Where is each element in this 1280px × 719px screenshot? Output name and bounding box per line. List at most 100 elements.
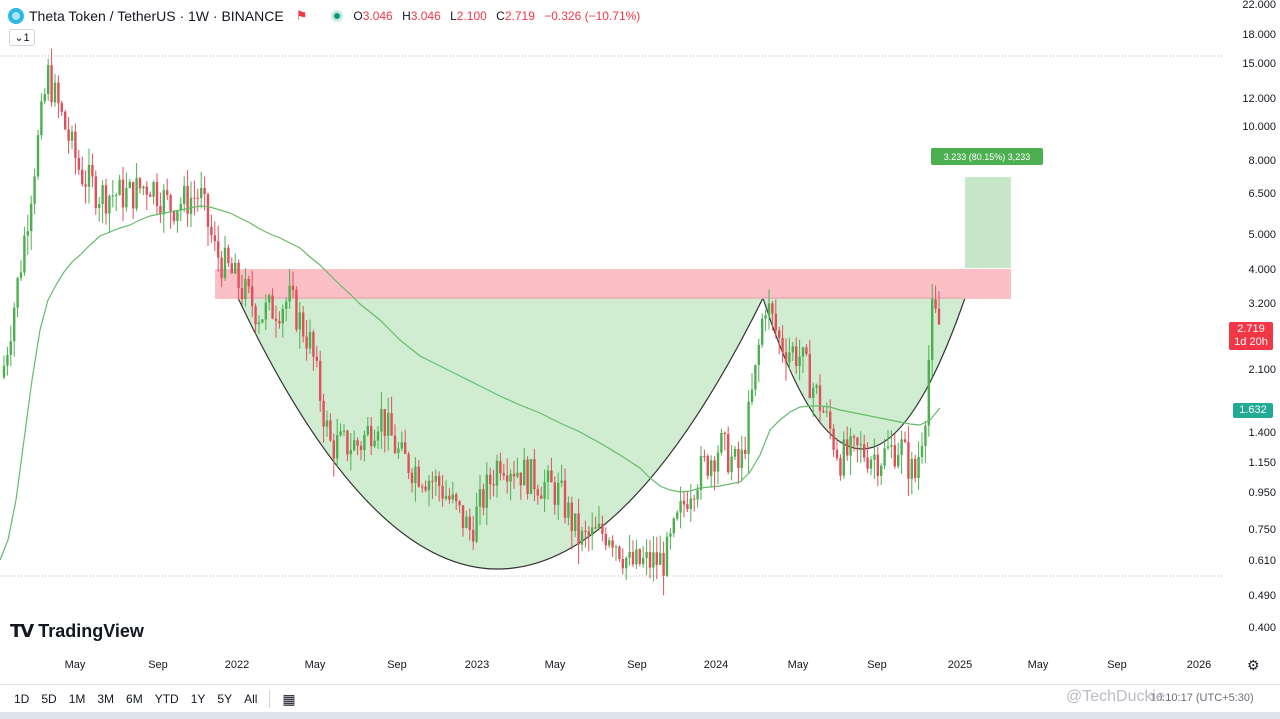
candle-body <box>580 530 584 545</box>
gear-icon[interactable]: ⚙ <box>1247 657 1260 673</box>
candle-body <box>244 278 247 300</box>
candle-body <box>264 302 267 320</box>
candle-body <box>798 356 801 366</box>
candle-body <box>36 135 40 177</box>
candle-body <box>812 387 815 398</box>
candle-body <box>84 184 87 187</box>
candle-body <box>176 210 179 222</box>
candle-body <box>159 206 162 215</box>
candle-body <box>274 318 278 321</box>
candle-body <box>353 440 356 451</box>
candle-body <box>713 460 716 472</box>
candle-body <box>407 453 410 473</box>
candle-body <box>169 195 172 212</box>
watermark: @TechDuckie <box>1066 688 1165 705</box>
candle-body <box>64 111 67 130</box>
candle-body <box>642 557 645 565</box>
candle-body <box>424 486 427 491</box>
candle-body <box>33 176 36 204</box>
price-label: 2.100 <box>1248 364 1276 376</box>
calendar-icon[interactable]: ▦ <box>282 690 296 707</box>
range-6m-button[interactable]: 6M <box>126 692 143 706</box>
candle-body <box>417 466 420 487</box>
candle-body <box>903 439 907 443</box>
candle-body <box>567 502 570 518</box>
range-3m-button[interactable]: 3M <box>97 692 115 706</box>
candle-body <box>482 489 485 508</box>
range-1d-button[interactable]: 1D <box>14 692 30 706</box>
candle-body <box>880 465 883 476</box>
candle-body <box>227 247 230 264</box>
candle-body <box>142 186 145 189</box>
range-all-button[interactable]: All <box>244 692 258 706</box>
candle-body <box>220 257 223 279</box>
candle-body <box>716 452 720 472</box>
candle-body <box>563 480 567 518</box>
candle-body <box>767 303 771 316</box>
range-5y-button[interactable]: 5Y <box>217 692 233 706</box>
time-label: Sep <box>148 659 168 671</box>
candle-body <box>931 299 934 360</box>
high-value: 3.046 <box>410 9 441 23</box>
candle-body <box>509 473 512 482</box>
candle-body <box>13 307 16 342</box>
candle-body <box>635 549 638 565</box>
candle-body <box>842 439 845 476</box>
time-label: 2023 <box>464 659 490 671</box>
candle-body <box>764 315 767 319</box>
candle-body <box>876 454 879 476</box>
range-ytd-button[interactable]: YTD <box>154 692 179 706</box>
candle-body <box>747 401 750 455</box>
brand-name: TradingView <box>38 621 144 641</box>
candle-body <box>584 530 587 532</box>
candle-body <box>111 195 114 197</box>
candle-body <box>70 131 74 141</box>
candle-body <box>740 449 743 469</box>
range-5d-button[interactable]: 5D <box>41 692 57 706</box>
candle-body <box>346 430 349 455</box>
candle-body <box>897 454 900 467</box>
candle-body <box>356 440 359 446</box>
candle-body <box>754 365 757 390</box>
utc-clock[interactable]: 10:10:17 (UTC+5:30) <box>1150 692 1254 704</box>
handle-pattern <box>762 297 966 450</box>
candle-body <box>50 65 53 103</box>
range-1y-button[interactable]: 1Y <box>190 692 206 706</box>
symbol-title[interactable]: Theta Token / TetherUS · 1W · BINANCE <box>29 8 284 24</box>
collapse-toggle[interactable]: ⌄ 1 <box>9 29 35 46</box>
flag-icon[interactable]: ⚑ <box>295 8 308 23</box>
candle-body <box>472 529 475 542</box>
candle-body <box>808 353 811 398</box>
open-value: 3.046 <box>362 9 393 23</box>
candle-body <box>162 190 165 215</box>
tradingview-logo[interactable]: 𝗧𝗩 TradingView <box>10 621 144 642</box>
candle-body <box>91 165 94 177</box>
price-label: 12.000 <box>1242 93 1276 105</box>
toolbar-divider <box>269 690 271 708</box>
candle-body <box>98 203 101 209</box>
candle-body <box>132 181 135 209</box>
candle-body <box>390 413 393 436</box>
measure-label[interactable]: 3.233 (80.15%) 3,233 <box>931 148 1043 165</box>
candle-body <box>268 295 271 303</box>
candle-body <box>485 474 488 508</box>
price-label: 10.000 <box>1242 121 1276 133</box>
candle-body <box>451 494 454 500</box>
close-key: C <box>496 9 505 23</box>
candle-body <box>669 533 672 537</box>
candle-body <box>679 500 682 513</box>
price-label: 0.950 <box>1248 487 1276 499</box>
candle-body <box>30 203 33 232</box>
time-label: May <box>304 659 326 671</box>
candle-body <box>723 432 726 434</box>
candle-body <box>217 241 220 258</box>
tradingview-logo-icon: 𝗧𝗩 <box>10 621 34 641</box>
candle-body <box>682 500 686 505</box>
price-label: 15.000 <box>1242 58 1276 70</box>
range-1m-button[interactable]: 1M <box>68 692 86 706</box>
candle-body <box>846 439 849 456</box>
candle-body <box>601 523 604 534</box>
candle-body <box>101 185 104 204</box>
candle-body <box>315 356 318 361</box>
